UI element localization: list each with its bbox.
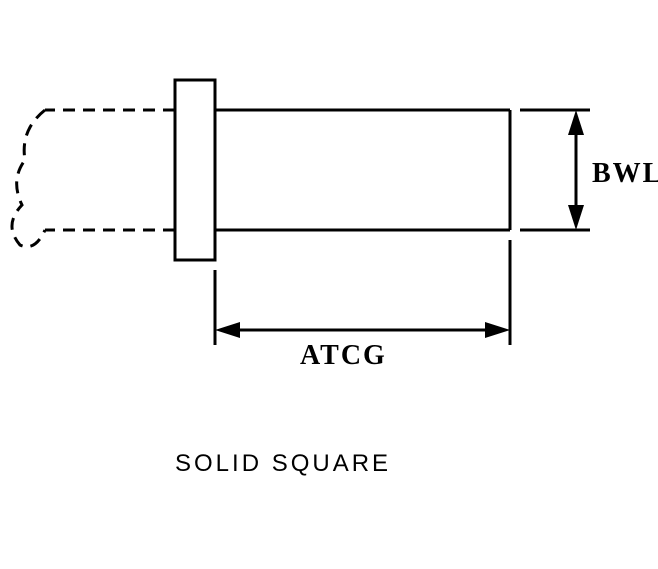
- diagram-svg: [0, 0, 658, 569]
- vertical-dim-label: BWLP: [592, 158, 658, 190]
- diagram-caption: SOLID SQUARE: [175, 450, 391, 478]
- dimension-horizontal: [215, 240, 510, 345]
- flange: [175, 80, 215, 260]
- horizontal-dim-label: ATCG: [300, 340, 387, 372]
- engineering-diagram: ATCG BWLP SOLID SQUARE: [0, 0, 658, 569]
- dimension-vertical: [520, 110, 590, 230]
- dashed-attachment: [12, 110, 175, 247]
- shaft: [215, 110, 510, 230]
